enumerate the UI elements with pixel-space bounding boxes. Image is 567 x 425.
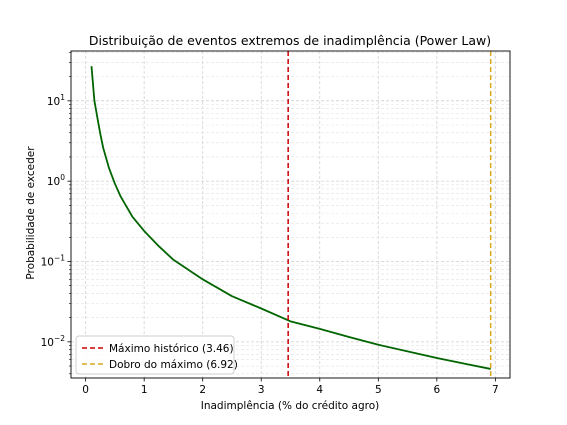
legend-label-dobro-do-maximo: Dobro do máximo (6.92) [109, 359, 238, 371]
series-line-0 [90, 66, 491, 370]
x-tick-label: 1 [141, 384, 148, 396]
legend-label-maximo-historico: Máximo histórico (3.46) [109, 343, 234, 355]
legend: Máximo histórico (3.46) Dobro do máximo … [75, 335, 238, 375]
y-tick-label: 10−1 [41, 254, 66, 269]
x-tick-label: 7 [492, 384, 499, 396]
x-tick-label: 6 [433, 384, 440, 396]
x-axis-ticks: 0 1 2 3 4 5 6 7 [82, 378, 499, 396]
x-tick-label: 5 [375, 384, 382, 396]
chart-title: Distribuição de eventos extremos de inad… [89, 33, 491, 48]
y-axis-ticks: 101 100 10−1 10−2 [41, 52, 71, 375]
x-tick-label: 2 [199, 384, 206, 396]
y-tick-label: 10−2 [41, 334, 66, 349]
y-axis-label: Probabilidade de exceder [25, 146, 37, 280]
x-axis-label: Inadimplência (% do crédito agro) [201, 400, 379, 412]
plot-area-frame [70, 50, 511, 379]
y-tick-label: 101 [47, 93, 65, 108]
series-layer [90, 66, 491, 370]
y-tick-label: 100 [47, 173, 65, 188]
x-tick-label: 3 [258, 384, 265, 396]
grid [71, 51, 510, 378]
x-tick-label: 0 [82, 384, 89, 396]
legend-box [75, 335, 235, 375]
x-tick-label: 4 [316, 384, 323, 396]
reference-lines [287, 51, 492, 378]
